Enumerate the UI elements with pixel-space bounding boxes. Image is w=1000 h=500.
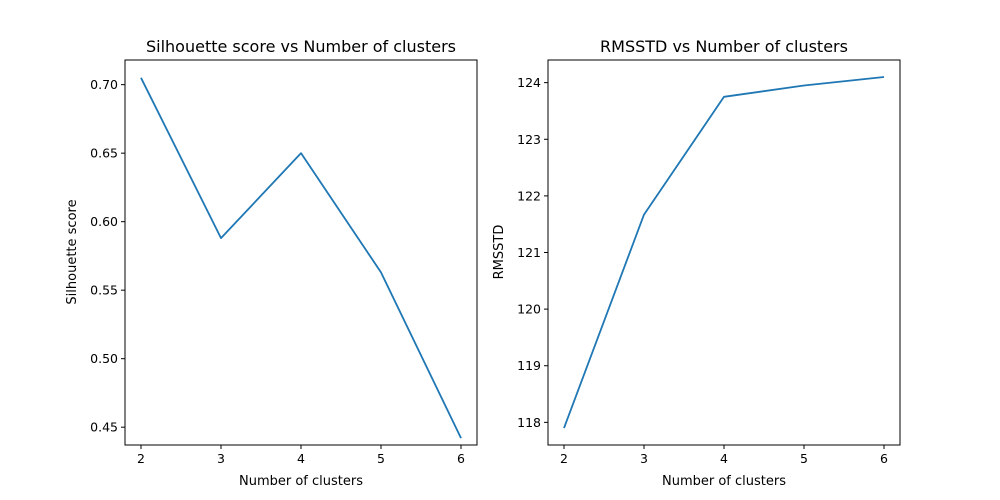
- chart-silhouette: Silhouette score vs Number of clusters N…: [65, 37, 478, 489]
- x-axis-label: Number of clusters: [239, 474, 363, 489]
- y-tick-label: 0.70: [90, 77, 118, 92]
- y-tick-label: 0.50: [90, 351, 118, 366]
- x-tick-label: 3: [217, 451, 225, 466]
- axes-frame: [547, 59, 901, 446]
- x-tick-label: 4: [720, 451, 728, 466]
- y-tick-label: 121: [517, 245, 541, 260]
- y-axis-label: Silhouette score: [65, 199, 80, 304]
- chart-rmsstd: RMSSTD vs Number of clusters Number of c…: [492, 37, 901, 489]
- y-tick-label: 0.60: [90, 214, 118, 229]
- series-line: [563, 76, 885, 429]
- x-tick-label: 5: [800, 451, 808, 466]
- tick-group: 2 3 4 5 6 0.45 0.50 0.55 0.60 0.65 0.70: [90, 77, 465, 466]
- y-tick-label: 122: [517, 188, 541, 203]
- y-axis-label: RMSSTD: [492, 225, 507, 280]
- y-tick-label: 119: [517, 358, 541, 373]
- x-tick-label: 3: [640, 451, 648, 466]
- y-tick-label: 118: [517, 415, 541, 430]
- x-tick-label: 6: [880, 451, 888, 466]
- y-tick-label: 123: [517, 132, 541, 147]
- chart-title: RMSSTD vs Number of clusters: [600, 37, 848, 56]
- tick-group: 2 3 4 5 6 118 119 120 121 122 123 124: [517, 75, 888, 466]
- x-tick-label: 4: [297, 451, 305, 466]
- series-line: [140, 77, 462, 439]
- x-tick-label: 2: [137, 451, 145, 466]
- y-tick-label: 0.55: [90, 283, 118, 298]
- y-tick-label: 0.65: [90, 146, 118, 161]
- series-group: [140, 77, 462, 439]
- y-tick-label: 120: [517, 302, 541, 317]
- x-tick-label: 6: [457, 451, 465, 466]
- chart-title: Silhouette score vs Number of clusters: [146, 37, 456, 56]
- x-tick-label: 5: [377, 451, 385, 466]
- series-group: [563, 76, 885, 429]
- y-tick-label: 0.45: [90, 420, 118, 435]
- y-tick-label: 124: [517, 75, 541, 90]
- x-tick-label: 2: [560, 451, 568, 466]
- x-axis-label: Number of clusters: [662, 474, 786, 489]
- axes-frame: [124, 59, 478, 446]
